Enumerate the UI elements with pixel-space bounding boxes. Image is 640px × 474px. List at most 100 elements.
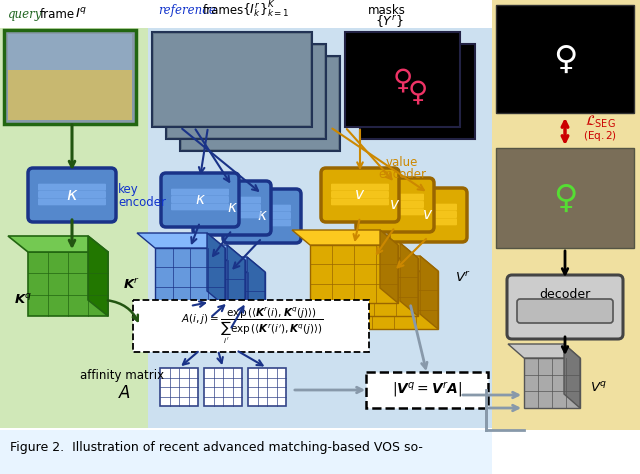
Polygon shape	[175, 260, 245, 318]
FancyBboxPatch shape	[321, 168, 399, 222]
Text: key: key	[118, 183, 139, 197]
Polygon shape	[312, 243, 418, 258]
Text: frame: frame	[40, 8, 75, 20]
Bar	[160, 368, 198, 406]
FancyBboxPatch shape	[38, 183, 106, 191]
Text: decoder: decoder	[540, 289, 591, 301]
Polygon shape	[508, 344, 580, 358]
Polygon shape	[332, 256, 438, 271]
Text: affinity matrix: affinity matrix	[80, 368, 164, 382]
Polygon shape	[524, 358, 580, 408]
Text: ♀: ♀	[553, 43, 577, 75]
Polygon shape	[207, 233, 225, 306]
FancyBboxPatch shape	[203, 211, 261, 219]
Text: query: query	[8, 8, 42, 20]
FancyBboxPatch shape	[233, 219, 291, 226]
Text: encoder: encoder	[118, 197, 166, 210]
FancyBboxPatch shape	[193, 181, 271, 235]
Text: $A$: $A$	[118, 384, 131, 401]
FancyBboxPatch shape	[356, 178, 434, 232]
Bar	[345, 32, 460, 127]
Text: $v$: $v$	[422, 208, 434, 222]
Bar	[360, 44, 475, 139]
Text: $\kappa$: $\kappa$	[257, 209, 268, 223]
Text: ♀: ♀	[408, 78, 428, 106]
Bar	[0, 28, 148, 428]
FancyBboxPatch shape	[38, 191, 106, 198]
FancyBboxPatch shape	[4, 30, 136, 124]
Text: $\kappa$: $\kappa$	[227, 201, 237, 215]
Text: $\mathcal{L}_\mathrm{SEG}$: $\mathcal{L}_\mathrm{SEG}$	[584, 114, 616, 130]
FancyBboxPatch shape	[366, 372, 488, 408]
Polygon shape	[155, 248, 225, 306]
Polygon shape	[564, 344, 580, 408]
Text: $\boldsymbol{K}^q$: $\boldsymbol{K}^q$	[14, 293, 32, 307]
Bar	[8, 70, 132, 120]
Text: Figure 2.  Illustration of recent advanced matching-based VOS so-: Figure 2. Illustration of recent advance…	[10, 440, 423, 454]
Text: value: value	[386, 155, 418, 168]
Text: reference: reference	[158, 3, 216, 17]
Bar	[0, 28, 492, 428]
Polygon shape	[350, 271, 438, 329]
Text: $\boldsymbol{K}^r$: $\boldsymbol{K}^r$	[124, 278, 140, 292]
Text: $v$: $v$	[355, 188, 365, 202]
Polygon shape	[247, 257, 265, 330]
Polygon shape	[8, 236, 108, 252]
Polygon shape	[227, 245, 245, 318]
FancyBboxPatch shape	[389, 188, 467, 242]
FancyBboxPatch shape	[171, 203, 229, 210]
Text: $\{I_k^r\}_{k=1}^K$: $\{I_k^r\}_{k=1}^K$	[242, 0, 290, 20]
Bar	[0, 430, 640, 474]
Text: $I^q$: $I^q$	[75, 7, 87, 21]
Polygon shape	[420, 256, 438, 329]
FancyBboxPatch shape	[203, 197, 261, 204]
Text: masks: masks	[368, 3, 406, 17]
Text: encoder: encoder	[378, 167, 426, 181]
FancyBboxPatch shape	[399, 219, 457, 225]
Text: (Eq.$\,$2): (Eq.$\,$2)	[583, 129, 617, 143]
Bar	[180, 56, 340, 151]
Bar	[8, 34, 132, 70]
FancyBboxPatch shape	[331, 183, 389, 191]
Polygon shape	[292, 230, 398, 245]
Bar	[154, 34, 310, 125]
Polygon shape	[380, 230, 398, 303]
FancyBboxPatch shape	[331, 191, 389, 198]
Bar	[204, 368, 242, 406]
FancyBboxPatch shape	[203, 204, 261, 211]
FancyBboxPatch shape	[507, 275, 623, 339]
Text: $|\boldsymbol{V}^q=\boldsymbol{V}^r\boldsymbol{A}|$: $|\boldsymbol{V}^q=\boldsymbol{V}^r\bold…	[392, 381, 462, 400]
Bar	[496, 148, 634, 248]
Text: $A(i,j)=\dfrac{\exp\left(\langle \boldsymbol{K}^r(i),\boldsymbol{K}^q(j)\rangle\: $A(i,j)=\dfrac{\exp\left(\langle \boldsy…	[180, 306, 323, 346]
Bar	[492, 0, 640, 474]
Text: $\kappa$: $\kappa$	[66, 186, 78, 204]
FancyBboxPatch shape	[366, 194, 424, 201]
Text: $\kappa$: $\kappa$	[195, 193, 205, 207]
Polygon shape	[157, 245, 245, 260]
FancyBboxPatch shape	[233, 205, 291, 212]
Polygon shape	[177, 257, 265, 272]
FancyBboxPatch shape	[399, 204, 457, 210]
Bar	[496, 5, 634, 113]
Bar	[152, 32, 312, 127]
Polygon shape	[310, 245, 398, 303]
Bar	[0, 430, 492, 474]
Text: frames: frames	[203, 3, 244, 17]
FancyBboxPatch shape	[233, 212, 291, 219]
Polygon shape	[28, 252, 108, 316]
Polygon shape	[137, 233, 225, 248]
FancyBboxPatch shape	[366, 209, 424, 215]
FancyBboxPatch shape	[517, 299, 613, 323]
Text: ♀: ♀	[393, 66, 413, 94]
Bar	[248, 368, 286, 406]
Bar	[168, 46, 324, 137]
FancyBboxPatch shape	[161, 173, 239, 227]
FancyBboxPatch shape	[171, 189, 229, 196]
Text: $\{Y^r\}$: $\{Y^r\}$	[375, 14, 404, 30]
FancyBboxPatch shape	[331, 198, 389, 205]
FancyBboxPatch shape	[38, 198, 106, 205]
Polygon shape	[195, 272, 265, 330]
FancyBboxPatch shape	[223, 189, 301, 243]
FancyBboxPatch shape	[28, 168, 116, 222]
Polygon shape	[88, 236, 108, 316]
